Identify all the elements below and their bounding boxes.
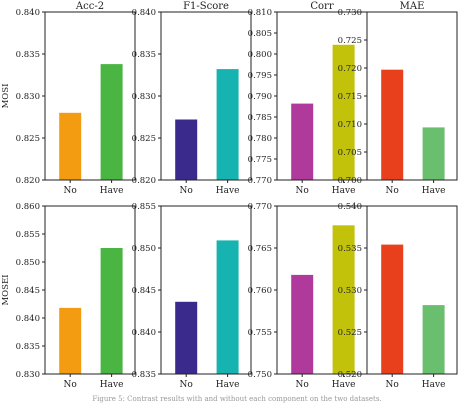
panel-title: MAE <box>400 1 425 12</box>
y-tick-label: 0.800 <box>248 50 272 60</box>
bar-no <box>175 119 198 180</box>
y-tick-label: 0.840 <box>132 328 156 338</box>
x-tick-label: Have <box>332 380 356 390</box>
x-tick-label: No <box>64 380 77 390</box>
y-tick-label: 0.845 <box>132 286 156 296</box>
x-tick-label: Have <box>100 380 124 390</box>
bar-have <box>216 69 239 180</box>
panel-title: Corr <box>310 1 333 12</box>
y-tick-label: 0.850 <box>16 258 40 268</box>
y-axis-label: MOSI <box>1 84 11 109</box>
y-tick-label: 0.825 <box>16 134 40 144</box>
y-tick-label: 0.840 <box>16 8 40 18</box>
bar-have <box>422 305 445 374</box>
x-tick-label: Have <box>422 380 446 390</box>
bar-have <box>332 44 355 180</box>
bar-no <box>381 244 404 374</box>
y-tick-label: 0.780 <box>248 134 272 144</box>
y-tick-label: 0.755 <box>248 328 272 338</box>
y-tick-label: 0.725 <box>338 36 362 46</box>
bar-have <box>422 127 445 180</box>
y-tick-label: 0.715 <box>338 92 362 102</box>
y-tick-label: 0.840 <box>132 8 156 18</box>
bar-have <box>332 225 355 374</box>
y-tick-label: 0.765 <box>248 244 272 254</box>
x-tick-label: No <box>64 186 77 196</box>
x-tick-label: No <box>386 186 399 196</box>
y-tick-label: 0.525 <box>338 328 362 338</box>
y-tick-label: 0.840 <box>16 314 40 324</box>
y-tick-label: 0.830 <box>16 370 40 380</box>
y-tick-label: 0.835 <box>16 342 40 352</box>
bar-have <box>100 248 123 374</box>
bar-no <box>59 112 82 180</box>
y-tick-label: 0.835 <box>16 50 40 60</box>
x-tick-label: Have <box>216 380 240 390</box>
y-tick-label: 0.785 <box>248 113 272 123</box>
y-tick-label: 0.855 <box>16 230 40 240</box>
y-tick-label: 0.805 <box>248 29 272 39</box>
y-tick-label: 0.850 <box>132 244 156 254</box>
y-tick-label: 0.520 <box>338 370 362 380</box>
y-tick-label: 0.810 <box>248 8 272 18</box>
y-tick-label: 0.750 <box>248 370 272 380</box>
y-tick-label: 0.540 <box>338 202 362 212</box>
panel-title: F1-Score <box>183 1 229 12</box>
y-tick-label: 0.845 <box>16 286 40 296</box>
x-tick-label: Have <box>332 186 356 196</box>
y-tick-label: 0.835 <box>132 370 156 380</box>
x-tick-label: Have <box>216 186 240 196</box>
y-tick-label: 0.860 <box>16 202 40 212</box>
x-tick-label: No <box>386 380 399 390</box>
y-tick-label: 0.825 <box>132 134 156 144</box>
y-tick-label: 0.830 <box>16 92 40 102</box>
y-tick-label: 0.720 <box>338 64 362 74</box>
bar-no <box>291 274 314 374</box>
bar-have <box>100 64 123 180</box>
panel-title: Acc-2 <box>75 1 104 12</box>
y-tick-label: 0.855 <box>132 202 156 212</box>
y-tick-label: 0.820 <box>132 176 156 186</box>
y-tick-label: 0.770 <box>248 202 272 212</box>
x-tick-label: No <box>296 380 309 390</box>
x-tick-label: No <box>180 380 193 390</box>
x-tick-label: No <box>296 186 309 196</box>
bar-no <box>291 103 314 180</box>
bar-no <box>175 301 198 374</box>
y-tick-label: 0.775 <box>248 155 272 165</box>
bar-no <box>381 69 404 180</box>
x-tick-label: No <box>180 186 193 196</box>
y-tick-label: 0.530 <box>338 286 362 296</box>
y-tick-label: 0.830 <box>132 92 156 102</box>
y-tick-label: 0.790 <box>248 92 272 102</box>
y-tick-label: 0.700 <box>338 176 362 186</box>
y-tick-label: 0.795 <box>248 71 272 81</box>
y-tick-label: 0.535 <box>338 244 362 254</box>
x-tick-label: Have <box>100 186 124 196</box>
y-tick-label: 0.820 <box>16 176 40 186</box>
y-tick-label: 0.835 <box>132 50 156 60</box>
y-tick-label: 0.730 <box>338 8 362 18</box>
y-tick-label: 0.770 <box>248 176 272 186</box>
figure-caption: Figure 5: Contrast results with and with… <box>92 395 381 403</box>
y-axis-label: MOSEI <box>1 274 11 305</box>
y-tick-label: 0.710 <box>338 120 362 130</box>
bar-no <box>59 307 82 374</box>
bar-have <box>216 240 239 374</box>
x-tick-label: Have <box>422 186 446 196</box>
y-tick-label: 0.705 <box>338 148 362 158</box>
y-tick-label: 0.760 <box>248 286 272 296</box>
